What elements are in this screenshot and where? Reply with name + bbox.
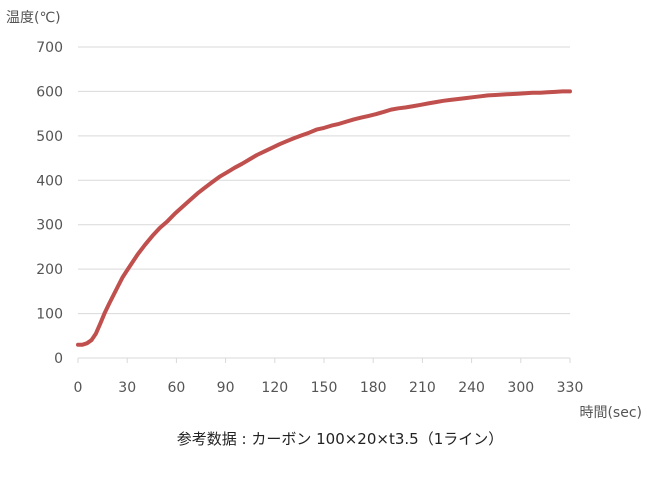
x-tick-label: 240 — [458, 380, 485, 396]
x-axis-label: 時間(sec) — [579, 405, 642, 421]
y-tick-label: 300 — [36, 218, 63, 234]
y-tick-label: 0 — [54, 351, 63, 367]
y-axis-label: 温度(℃) — [6, 10, 61, 26]
x-tick-label: 180 — [360, 380, 387, 396]
x-tick-label: 0 — [74, 380, 83, 396]
x-tick-label: 210 — [409, 380, 436, 396]
x-tick-labels: 0 30 60 90 120 150 180 210 240 300 330 — [74, 380, 584, 396]
x-tick-label: 300 — [507, 380, 534, 396]
x-tick-label: 120 — [261, 380, 288, 396]
x-tick-label: 90 — [217, 380, 235, 396]
y-tick-label: 500 — [36, 129, 63, 145]
x-tick-label: 30 — [118, 380, 136, 396]
x-tick-label: 150 — [311, 380, 338, 396]
y-tick-labels: 0 100 200 300 400 500 600 700 — [36, 40, 63, 367]
chart-caption: 参考数据 : カーボン 100×20×t3.5（1ライン） — [177, 430, 504, 448]
x-tick-label: 60 — [167, 380, 185, 396]
series-line-temperature — [76, 89, 572, 347]
series-layer — [76, 89, 572, 347]
grid-lines — [77, 46, 571, 363]
y-tick-label: 200 — [36, 262, 63, 278]
y-tick-label: 100 — [36, 307, 63, 323]
x-tick-label: 330 — [557, 380, 584, 396]
y-tick-label: 400 — [36, 173, 63, 189]
y-tick-label: 600 — [36, 84, 63, 100]
y-tick-label: 700 — [36, 40, 63, 56]
